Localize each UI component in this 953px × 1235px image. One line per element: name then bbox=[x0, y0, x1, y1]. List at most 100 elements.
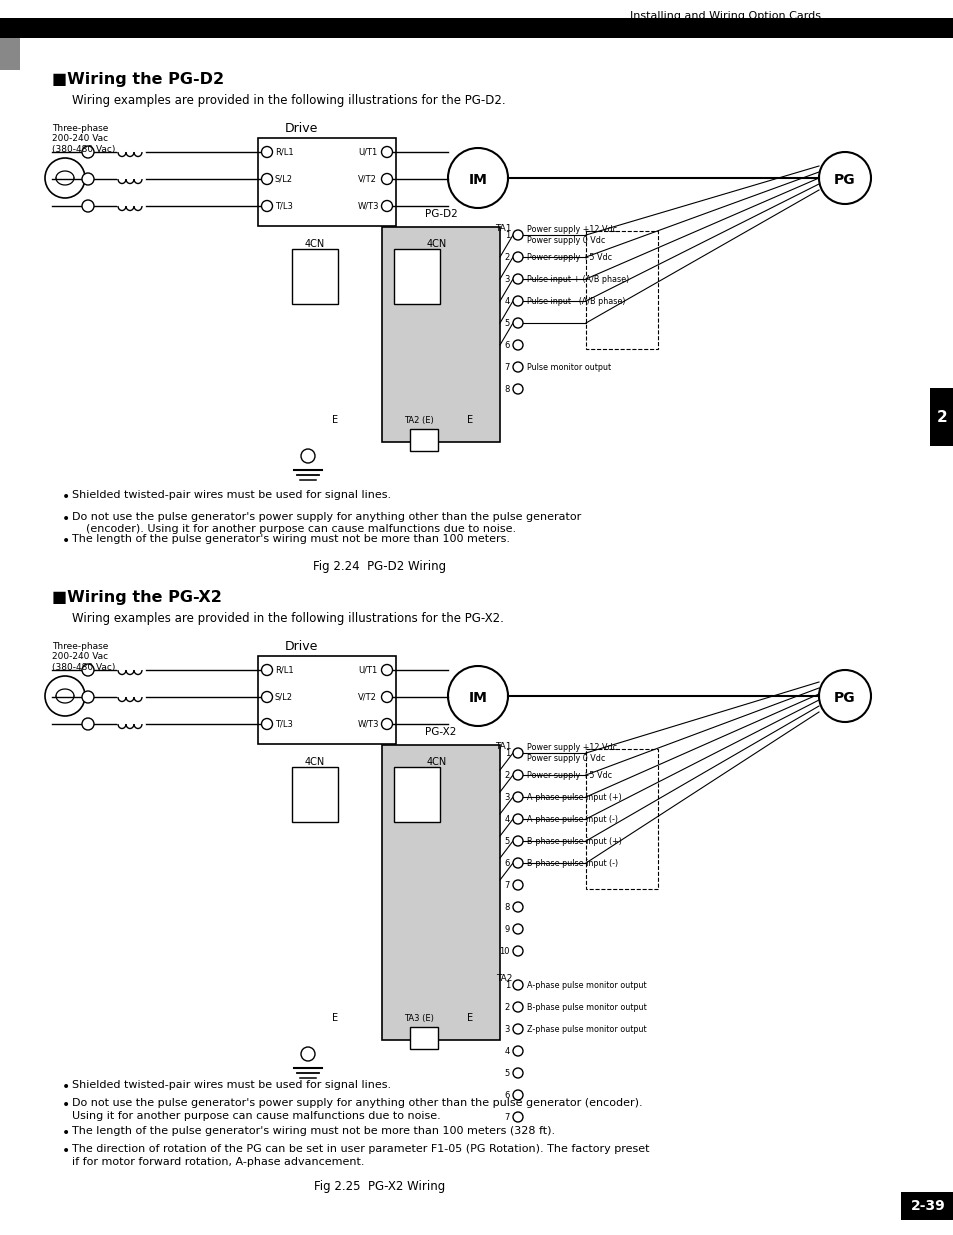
Circle shape bbox=[513, 902, 522, 911]
FancyBboxPatch shape bbox=[257, 656, 395, 743]
Circle shape bbox=[381, 200, 392, 211]
FancyBboxPatch shape bbox=[410, 1028, 437, 1049]
Circle shape bbox=[513, 814, 522, 824]
Text: 7: 7 bbox=[504, 881, 510, 889]
Text: •: • bbox=[62, 490, 71, 504]
Text: Do not use the pulse generator's power supply for anything other than the pulse : Do not use the pulse generator's power s… bbox=[71, 1098, 642, 1108]
FancyBboxPatch shape bbox=[0, 19, 953, 38]
Text: TA2: TA2 bbox=[496, 974, 512, 983]
Text: •: • bbox=[62, 1144, 71, 1158]
Text: A-phase pulse input (-): A-phase pulse input (-) bbox=[526, 815, 618, 824]
Text: T/L3: T/L3 bbox=[274, 720, 293, 729]
Circle shape bbox=[513, 748, 522, 758]
FancyBboxPatch shape bbox=[900, 1192, 953, 1220]
Circle shape bbox=[448, 148, 507, 207]
Circle shape bbox=[513, 946, 522, 956]
Circle shape bbox=[261, 200, 273, 211]
Circle shape bbox=[513, 1024, 522, 1034]
Text: Using it for another purpose can cause malfunctions due to noise.: Using it for another purpose can cause m… bbox=[71, 1112, 440, 1121]
Text: 3: 3 bbox=[504, 274, 510, 284]
Circle shape bbox=[513, 274, 522, 284]
Text: •: • bbox=[62, 1079, 71, 1094]
Text: Three-phase
200-240 Vac
(380-480 Vac): Three-phase 200-240 Vac (380-480 Vac) bbox=[52, 124, 115, 154]
Circle shape bbox=[301, 1047, 314, 1061]
Text: A-phase pulse input (+): A-phase pulse input (+) bbox=[526, 793, 621, 802]
Circle shape bbox=[261, 664, 273, 676]
FancyBboxPatch shape bbox=[257, 138, 395, 226]
Text: 2: 2 bbox=[504, 252, 510, 262]
Text: Pulse input - (A/B phase): Pulse input - (A/B phase) bbox=[526, 296, 625, 305]
Text: The direction of rotation of the PG can be set in user parameter F1-05 (PG Rotat: The direction of rotation of the PG can … bbox=[71, 1144, 649, 1153]
Text: •: • bbox=[62, 534, 71, 548]
Text: 3: 3 bbox=[504, 793, 510, 802]
Text: 8: 8 bbox=[504, 903, 510, 911]
Text: R/L1: R/L1 bbox=[274, 666, 294, 674]
Circle shape bbox=[261, 173, 273, 184]
Text: E: E bbox=[466, 415, 473, 425]
Text: ■Wiring the PG-D2: ■Wiring the PG-D2 bbox=[52, 72, 224, 86]
Text: 5: 5 bbox=[504, 836, 510, 846]
Text: 4CN: 4CN bbox=[426, 240, 447, 249]
Text: IM: IM bbox=[468, 173, 487, 186]
Text: Power supply +12 Vdc
Power supply 0 Vdc: Power supply +12 Vdc Power supply 0 Vdc bbox=[526, 225, 617, 245]
Text: 7: 7 bbox=[504, 1113, 510, 1121]
Text: 7: 7 bbox=[504, 363, 510, 372]
Circle shape bbox=[45, 158, 85, 198]
Text: 5: 5 bbox=[504, 319, 510, 327]
FancyBboxPatch shape bbox=[0, 38, 20, 70]
Text: 1: 1 bbox=[504, 981, 510, 989]
Text: TA1: TA1 bbox=[495, 742, 512, 751]
Text: 4: 4 bbox=[504, 296, 510, 305]
Text: Drive: Drive bbox=[285, 640, 318, 653]
Text: R/L1: R/L1 bbox=[274, 147, 294, 157]
Text: U/T1: U/T1 bbox=[357, 147, 376, 157]
FancyBboxPatch shape bbox=[292, 767, 337, 823]
Circle shape bbox=[513, 1046, 522, 1056]
Text: 2-39: 2-39 bbox=[910, 1199, 944, 1213]
Text: 4: 4 bbox=[504, 815, 510, 824]
Text: 6: 6 bbox=[504, 341, 510, 350]
Circle shape bbox=[381, 147, 392, 158]
Text: W/T3: W/T3 bbox=[357, 201, 379, 210]
Circle shape bbox=[513, 296, 522, 306]
Text: Z-phase pulse monitor output: Z-phase pulse monitor output bbox=[526, 1025, 646, 1034]
Text: •: • bbox=[62, 1098, 71, 1112]
Text: 3: 3 bbox=[504, 1025, 510, 1034]
FancyBboxPatch shape bbox=[929, 388, 953, 446]
Circle shape bbox=[82, 200, 94, 212]
Text: 1: 1 bbox=[504, 231, 510, 240]
Text: (encoder). Using it for another purpose can cause malfunctions due to noise.: (encoder). Using it for another purpose … bbox=[71, 524, 516, 534]
Circle shape bbox=[818, 671, 870, 722]
Text: ■Wiring the PG-X2: ■Wiring the PG-X2 bbox=[52, 590, 222, 605]
Circle shape bbox=[381, 692, 392, 703]
Circle shape bbox=[513, 1091, 522, 1100]
FancyBboxPatch shape bbox=[381, 227, 499, 442]
FancyBboxPatch shape bbox=[394, 249, 439, 304]
Text: 4: 4 bbox=[504, 1046, 510, 1056]
Text: 8: 8 bbox=[504, 384, 510, 394]
Text: 6: 6 bbox=[504, 1091, 510, 1099]
Text: 2: 2 bbox=[504, 771, 510, 779]
Text: Pulse input + (A/B phase): Pulse input + (A/B phase) bbox=[526, 274, 629, 284]
Text: A-phase pulse monitor output: A-phase pulse monitor output bbox=[526, 981, 646, 989]
Text: PG: PG bbox=[833, 692, 855, 705]
Text: 2: 2 bbox=[504, 1003, 510, 1011]
Circle shape bbox=[513, 836, 522, 846]
Circle shape bbox=[513, 252, 522, 262]
Text: 1: 1 bbox=[504, 748, 510, 757]
Circle shape bbox=[513, 1112, 522, 1123]
Text: Power supply +5 Vdc: Power supply +5 Vdc bbox=[526, 771, 612, 779]
Text: 4CN: 4CN bbox=[305, 757, 325, 767]
Text: Fig 2.25  PG-X2 Wiring: Fig 2.25 PG-X2 Wiring bbox=[314, 1179, 445, 1193]
Text: Do not use the pulse generator's power supply for anything other than the pulse : Do not use the pulse generator's power s… bbox=[71, 513, 580, 522]
FancyBboxPatch shape bbox=[410, 429, 437, 451]
Text: U/T1: U/T1 bbox=[357, 666, 376, 674]
Text: 4CN: 4CN bbox=[426, 757, 447, 767]
Text: S/L2: S/L2 bbox=[274, 174, 293, 184]
Text: PG-D2: PG-D2 bbox=[424, 209, 456, 219]
Circle shape bbox=[82, 692, 94, 703]
Circle shape bbox=[513, 1002, 522, 1011]
Circle shape bbox=[82, 173, 94, 185]
Text: B-phase pulse input (+): B-phase pulse input (+) bbox=[526, 836, 621, 846]
Text: Power supply +12 Vdc
Power supply 0 Vdc: Power supply +12 Vdc Power supply 0 Vdc bbox=[526, 743, 617, 763]
